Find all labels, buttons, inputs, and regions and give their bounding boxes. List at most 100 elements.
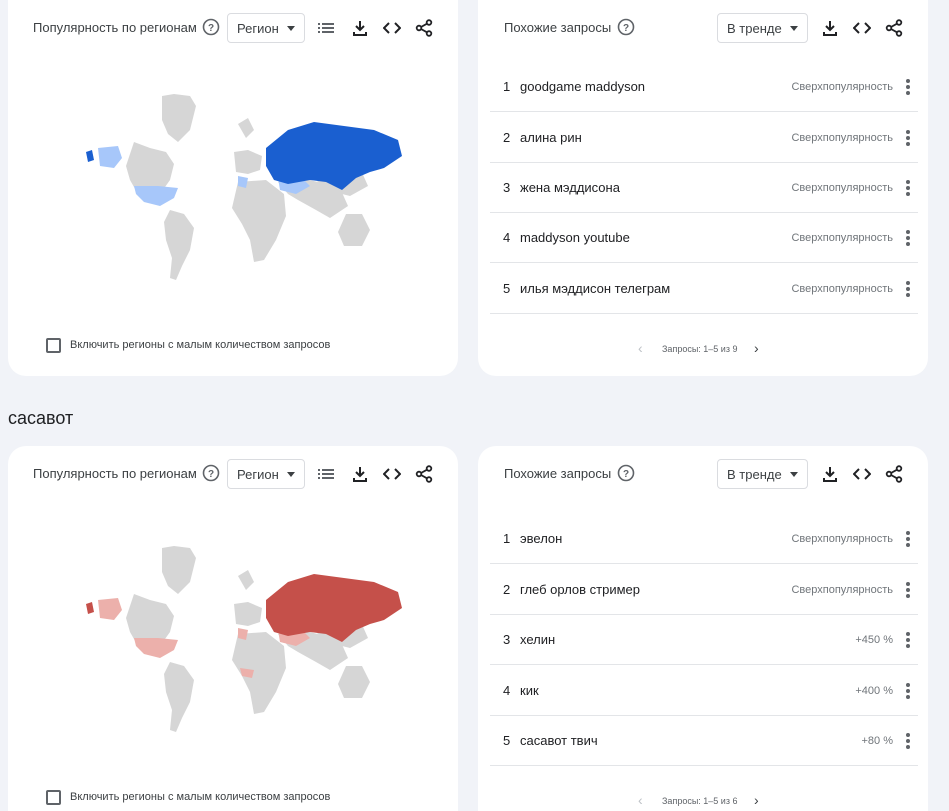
list-item[interactable]: 1 goodgame maddyson Сверхпопулярность xyxy=(490,62,918,112)
more-vert-icon[interactable] xyxy=(902,281,914,297)
list-item[interactable]: 2 алина рин Сверхпопулярность xyxy=(490,113,918,163)
rank: 4 xyxy=(503,683,511,698)
query-value: Сверхпопулярность xyxy=(791,182,893,194)
more-vert-icon[interactable] xyxy=(902,79,914,95)
region-card: Популярность по регионам ? Регион xyxy=(8,0,458,376)
more-vert-icon[interactable] xyxy=(902,632,914,648)
rank: 4 xyxy=(503,230,511,245)
query-text[interactable]: эвелон xyxy=(520,531,563,546)
queries-card-title: Похожие запросы xyxy=(504,20,612,35)
query-text[interactable]: хелин xyxy=(520,632,556,647)
chevron-left-icon[interactable]: ‹ xyxy=(638,792,643,808)
list-icon[interactable] xyxy=(315,462,339,486)
query-text[interactable]: глеб орлов стример xyxy=(520,582,641,597)
query-value: +80 % xyxy=(861,735,894,747)
svg-text:?: ? xyxy=(208,469,214,480)
embed-code-icon[interactable] xyxy=(850,16,874,40)
queries-card: Похожие запросы ? В тренде 1 goodgame ma… xyxy=(478,0,928,376)
download-icon[interactable] xyxy=(818,16,842,40)
query-value: Сверхпопулярность xyxy=(791,232,893,244)
list-item[interactable]: 4 кик +400 % xyxy=(490,666,918,716)
region-card-title: Популярность по регионам xyxy=(33,20,197,35)
query-value: Сверхпопулярность xyxy=(791,533,893,545)
download-icon[interactable] xyxy=(348,16,372,40)
embed-code-icon[interactable] xyxy=(850,462,874,486)
rank: 2 xyxy=(503,130,511,145)
list-item[interactable]: 3 жена мэддисона Сверхпопулярность xyxy=(490,163,918,213)
help-circle-icon[interactable]: ? xyxy=(202,18,220,36)
more-vert-icon[interactable] xyxy=(902,582,914,598)
query-text[interactable]: goodgame maddyson xyxy=(520,79,646,94)
more-vert-icon[interactable] xyxy=(902,683,914,699)
rank: 2 xyxy=(503,582,511,597)
embed-code-icon[interactable] xyxy=(380,16,404,40)
rank: 5 xyxy=(503,281,511,296)
query-value: Сверхпопулярность xyxy=(791,283,893,295)
rank: 3 xyxy=(503,632,511,647)
list-item[interactable]: 5 сасавот твич +80 % xyxy=(490,716,918,766)
help-circle-icon[interactable]: ? xyxy=(617,464,635,482)
region-select-value: Регион xyxy=(237,467,279,482)
download-icon[interactable] xyxy=(818,462,842,486)
query-text[interactable]: maddyson youtube xyxy=(520,230,630,245)
svg-text:?: ? xyxy=(623,469,629,480)
rank: 5 xyxy=(503,733,511,748)
region-card: Популярность по регионам ? Регион xyxy=(8,446,458,811)
query-text[interactable]: илья мэддисон телеграм xyxy=(520,281,671,296)
pagination-text: Запросы: 1–5 из 9 xyxy=(662,344,738,354)
chevron-left-icon[interactable]: ‹ xyxy=(638,340,643,356)
low-volume-checkbox[interactable] xyxy=(46,790,61,805)
queries-card: Похожие запросы ? В тренде 1 эвелон Свер… xyxy=(478,446,928,811)
query-text[interactable]: сасавот твич xyxy=(520,733,598,748)
query-text[interactable]: жена мэддисона xyxy=(520,180,620,195)
help-circle-icon[interactable]: ? xyxy=(617,18,635,36)
embed-code-icon[interactable] xyxy=(380,462,404,486)
chevron-down-icon xyxy=(287,472,295,477)
share-icon[interactable] xyxy=(412,462,436,486)
more-vert-icon[interactable] xyxy=(902,733,914,749)
trend-select-value: В тренде xyxy=(727,467,782,482)
download-icon[interactable] xyxy=(348,462,372,486)
svg-text:?: ? xyxy=(623,23,629,34)
query-value: Сверхпопулярность xyxy=(791,584,893,596)
region-select[interactable]: Регион xyxy=(227,459,305,489)
query-value: +400 % xyxy=(855,685,893,697)
query-value: Сверхпопулярность xyxy=(791,81,893,93)
trend-select-value: В тренде xyxy=(727,21,782,36)
help-circle-icon[interactable]: ? xyxy=(202,464,220,482)
trend-select[interactable]: В тренде xyxy=(717,459,808,489)
share-icon[interactable] xyxy=(882,462,906,486)
queries-card-title: Похожие запросы xyxy=(504,466,612,481)
more-vert-icon[interactable] xyxy=(902,180,914,196)
low-volume-checkbox[interactable] xyxy=(46,338,61,353)
rank: 1 xyxy=(503,531,511,546)
region-select[interactable]: Регион xyxy=(227,13,305,43)
region-card-title: Популярность по регионам xyxy=(33,466,197,481)
section-title: сасавот xyxy=(8,408,74,428)
list-item[interactable]: 1 эвелон Сверхпопулярность xyxy=(490,514,918,564)
chevron-down-icon xyxy=(790,26,798,31)
list-item[interactable]: 2 глеб орлов стример Сверхпопулярность xyxy=(490,565,918,615)
trend-select[interactable]: В тренде xyxy=(717,13,808,43)
query-text[interactable]: кик xyxy=(520,683,539,698)
list-item[interactable]: 4 maddyson youtube Сверхпопулярность xyxy=(490,213,918,263)
low-volume-checkbox-label: Включить регионы с малым количеством зап… xyxy=(70,791,331,803)
low-volume-checkbox-label: Включить регионы с малым количеством зап… xyxy=(70,339,331,351)
chevron-right-icon[interactable]: › xyxy=(754,340,759,356)
world-map xyxy=(86,546,402,732)
share-icon[interactable] xyxy=(882,16,906,40)
chevron-down-icon xyxy=(287,26,295,31)
list-icon[interactable] xyxy=(315,16,339,40)
share-icon[interactable] xyxy=(412,16,436,40)
chevron-down-icon xyxy=(790,472,798,477)
query-text[interactable]: алина рин xyxy=(520,130,582,145)
query-value: +450 % xyxy=(855,634,893,646)
list-item[interactable]: 3 хелин +450 % xyxy=(490,615,918,665)
chevron-right-icon[interactable]: › xyxy=(754,792,759,808)
world-map xyxy=(86,94,402,280)
more-vert-icon[interactable] xyxy=(902,230,914,246)
list-item[interactable]: 5 илья мэддисон телеграм Сверхпопулярнос… xyxy=(490,264,918,314)
more-vert-icon[interactable] xyxy=(902,130,914,146)
more-vert-icon[interactable] xyxy=(902,531,914,547)
rank: 1 xyxy=(503,79,511,94)
